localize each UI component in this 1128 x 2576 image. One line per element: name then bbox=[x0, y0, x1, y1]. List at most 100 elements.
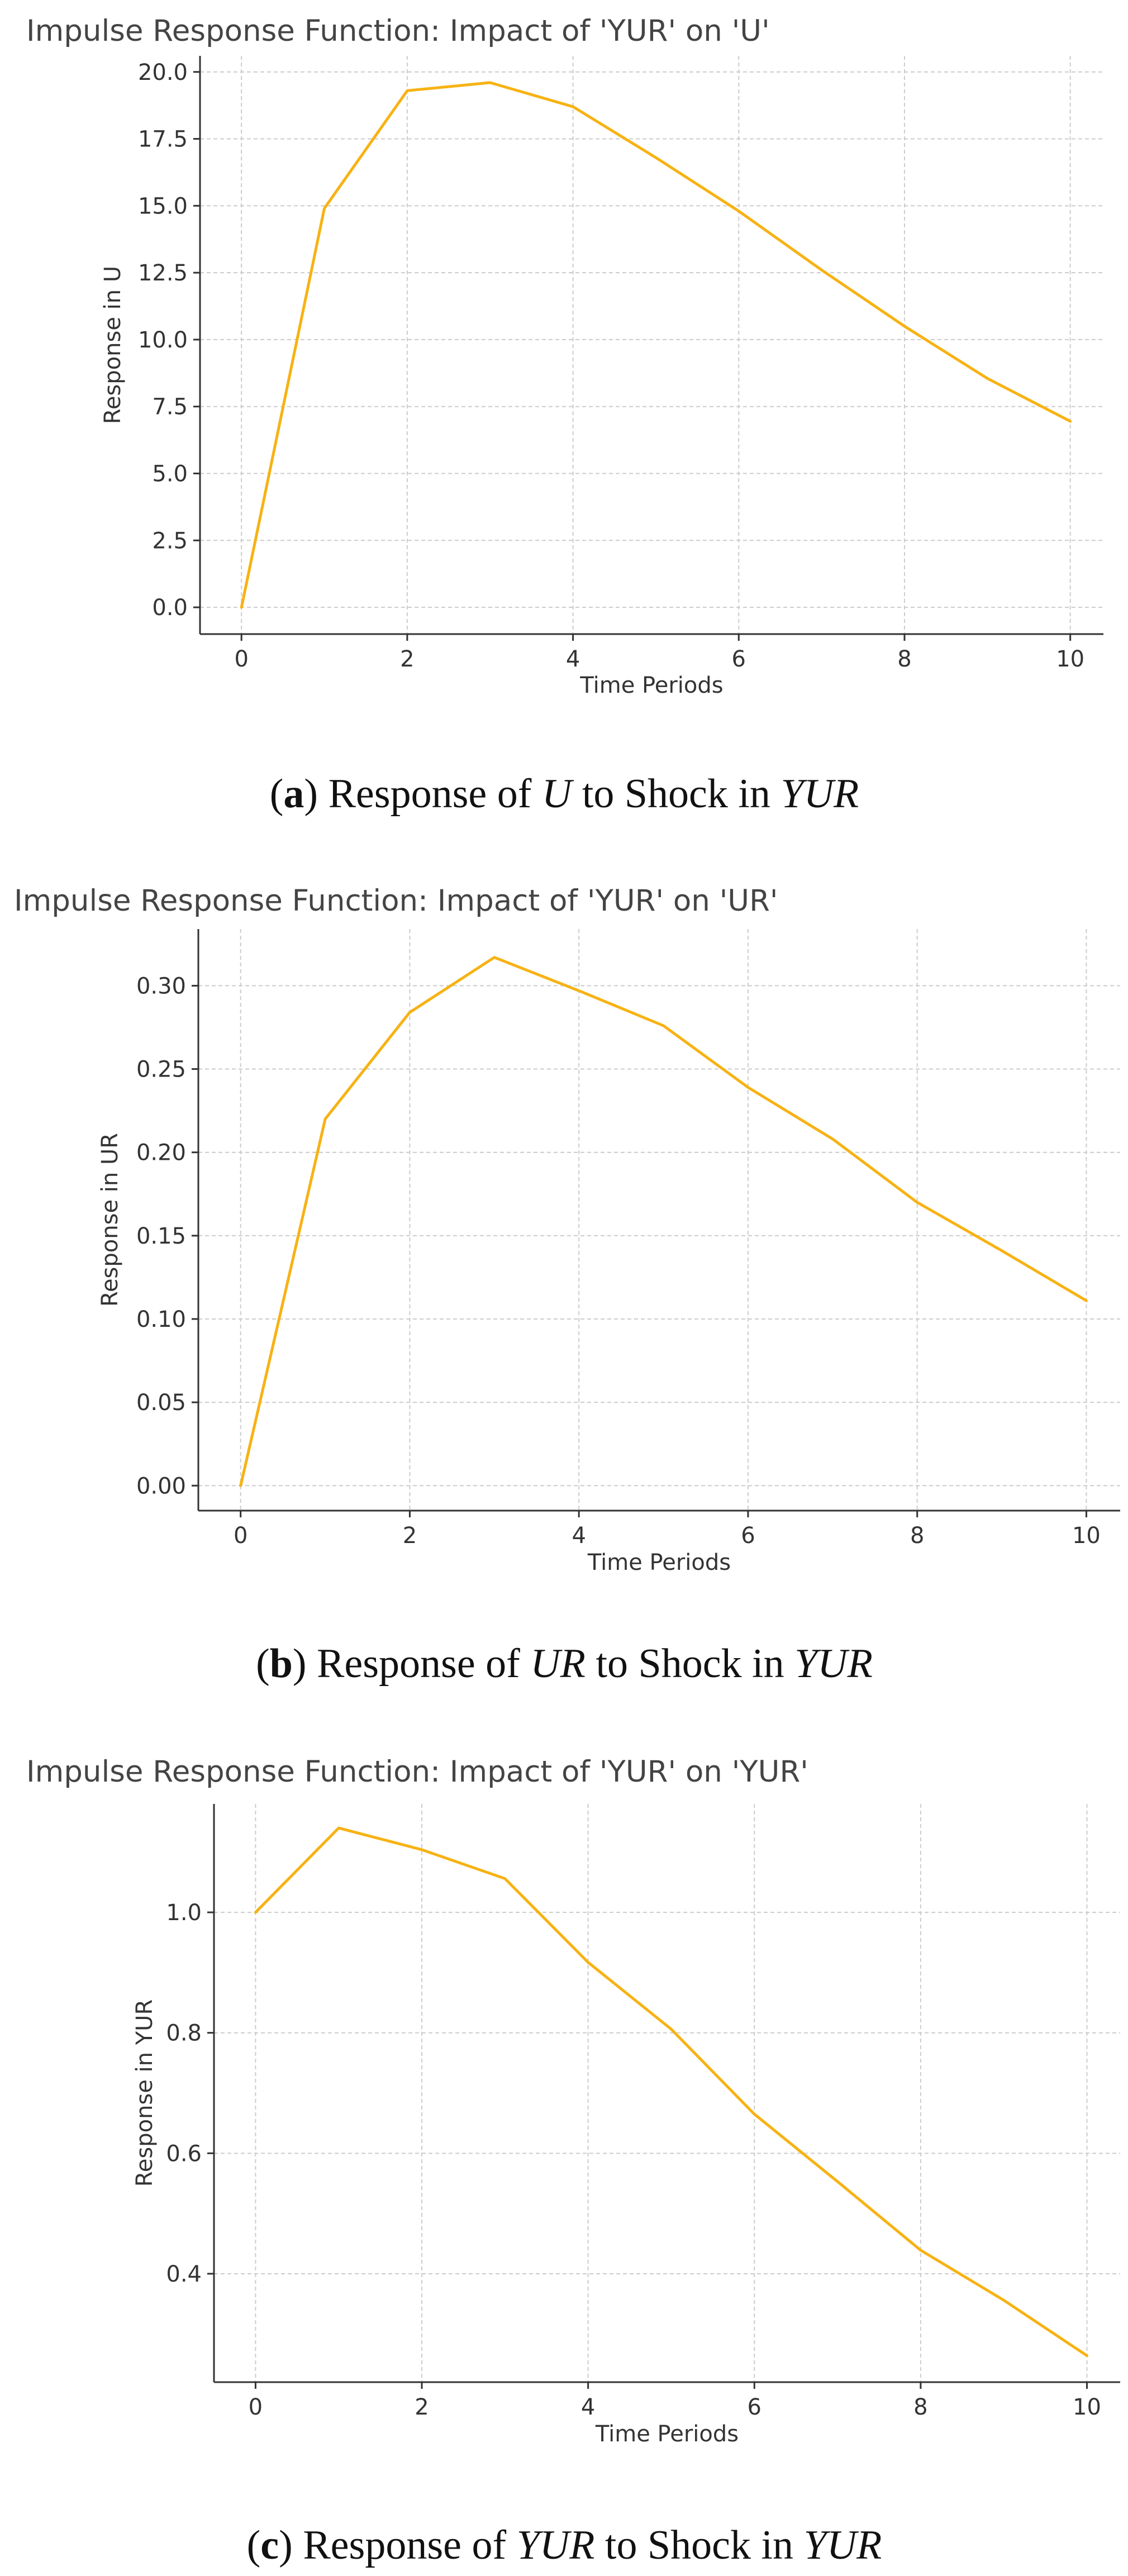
x-tick-label: 6 bbox=[748, 2394, 761, 2420]
data-point bbox=[1084, 1299, 1088, 1302]
chart-panel-c: Impulse Response Function: Impact of 'YU… bbox=[0, 1721, 1128, 2576]
data-point bbox=[406, 89, 409, 92]
y-tick-label: 0.4 bbox=[166, 2261, 202, 2287]
irf-chart-yur: Impulse Response Function: Impact of 'YU… bbox=[26, 1755, 1120, 2568]
y-tick-label: 0.25 bbox=[136, 1057, 186, 1083]
caption-prefix: Response of bbox=[303, 2522, 516, 2568]
y-tick-label: 0.15 bbox=[136, 1223, 186, 1249]
x-tick-label: 8 bbox=[913, 2394, 927, 2420]
x-tick-label: 4 bbox=[566, 646, 580, 672]
caption-middle: to Shock in bbox=[572, 771, 780, 817]
x-tick-label: 0 bbox=[249, 2394, 263, 2420]
y-tick-label: 0.0 bbox=[152, 595, 188, 621]
x-tick-label: 6 bbox=[732, 646, 746, 672]
chart-title: Impulse Response Function: Impact of 'YU… bbox=[26, 14, 770, 48]
y-tick-label: 0.8 bbox=[166, 2021, 202, 2046]
caption-letter: b bbox=[270, 1641, 293, 1687]
data-point bbox=[737, 209, 740, 213]
data-point bbox=[820, 268, 824, 272]
x-tick-label: 6 bbox=[741, 1523, 755, 1549]
data-point bbox=[1069, 420, 1072, 423]
caption-var-shock: YUR bbox=[780, 771, 859, 817]
caption-middle: to Shock in bbox=[586, 1641, 794, 1687]
series-line bbox=[240, 81, 1072, 609]
y-tick-label: 20.0 bbox=[138, 60, 188, 85]
caption-var-response: YUR bbox=[517, 2522, 595, 2568]
data-point bbox=[1002, 2298, 1006, 2302]
x-tick-label: 2 bbox=[403, 1523, 417, 1549]
y-tick-label: 0.10 bbox=[136, 1307, 186, 1332]
data-point bbox=[420, 1848, 423, 1851]
caption-letter: c bbox=[260, 2522, 279, 2568]
irf-chart-ur: Impulse Response Function: Impact of 'YU… bbox=[14, 884, 1120, 1687]
y-tick-label: 17.5 bbox=[138, 127, 188, 153]
caption-prefix: Response of bbox=[317, 1641, 530, 1687]
x-axis-label: Time Periods bbox=[595, 2421, 739, 2447]
y-tick-label: 5.0 bbox=[152, 461, 188, 487]
y-axis-label: Response in UR bbox=[97, 1133, 123, 1307]
x-tick-label: 8 bbox=[910, 1523, 924, 1549]
data-point bbox=[746, 1085, 750, 1089]
y-tick-label: 0.6 bbox=[166, 2141, 202, 2166]
figure-caption: (b) Response of UR to Shock in YUR bbox=[256, 1641, 873, 1687]
series-line bbox=[239, 956, 1088, 1487]
x-tick-label: 0 bbox=[234, 1523, 248, 1549]
series-line bbox=[254, 1826, 1088, 2358]
data-point bbox=[493, 956, 496, 959]
data-point bbox=[239, 1484, 242, 1487]
data-point bbox=[903, 325, 906, 328]
data-point bbox=[503, 1877, 507, 1880]
data-point bbox=[240, 606, 243, 609]
x-tick-label: 8 bbox=[897, 646, 911, 672]
data-point bbox=[254, 1911, 257, 1914]
caption-middle: to Shock in bbox=[594, 2522, 803, 2568]
y-tick-label: 7.5 bbox=[152, 394, 188, 420]
data-point bbox=[836, 2180, 839, 2183]
chart-title: Impulse Response Function: Impact of 'YU… bbox=[14, 884, 778, 918]
data-point bbox=[1085, 2354, 1088, 2358]
x-tick-label: 10 bbox=[1073, 2394, 1101, 2420]
caption-var-response: U bbox=[542, 771, 574, 817]
data-point bbox=[587, 1961, 590, 1964]
caption-var-shock: YUR bbox=[804, 2522, 882, 2568]
x-axis-label: Time Periods bbox=[587, 1550, 731, 1575]
figure-caption: (a) Response of U to Shock in YUR bbox=[270, 771, 859, 817]
x-tick-label: 4 bbox=[572, 1523, 586, 1549]
y-axis-label: Response in YUR bbox=[132, 1999, 158, 2187]
caption-var-response: UR bbox=[530, 1641, 586, 1687]
data-point bbox=[488, 81, 492, 84]
caption-var-shock: YUR bbox=[794, 1641, 873, 1687]
data-point bbox=[916, 1201, 919, 1204]
data-point bbox=[1000, 1249, 1003, 1253]
data-point bbox=[323, 207, 326, 210]
data-point bbox=[408, 1011, 411, 1014]
y-tick-label: 1.0 bbox=[166, 1900, 202, 1926]
data-point bbox=[986, 377, 989, 380]
y-axis-label: Response in U bbox=[100, 266, 126, 424]
data-point bbox=[919, 2249, 922, 2252]
y-tick-label: 0.30 bbox=[136, 973, 186, 999]
x-tick-label: 10 bbox=[1072, 1523, 1101, 1549]
caption-letter: a bbox=[283, 771, 304, 817]
y-tick-label: 15.0 bbox=[138, 193, 188, 219]
chart-title: Impulse Response Function: Impact of 'YU… bbox=[26, 1755, 808, 1789]
data-point bbox=[323, 1117, 327, 1121]
x-tick-label: 2 bbox=[415, 2394, 429, 2420]
x-tick-label: 2 bbox=[400, 646, 414, 672]
chart-panel-b: Impulse Response Function: Impact of 'YU… bbox=[0, 860, 1128, 1721]
x-tick-label: 10 bbox=[1056, 646, 1084, 672]
y-tick-label: 12.5 bbox=[138, 260, 188, 286]
y-tick-label: 10.0 bbox=[138, 327, 188, 353]
figure-caption: (c) Response of YUR to Shock in YUR bbox=[247, 2522, 882, 2568]
data-point bbox=[669, 2027, 673, 2031]
y-tick-label: 0.20 bbox=[136, 1140, 186, 1166]
y-tick-label: 0.05 bbox=[136, 1390, 186, 1416]
data-point bbox=[337, 1826, 340, 1830]
data-point bbox=[753, 2112, 756, 2116]
data-point bbox=[577, 989, 580, 992]
x-tick-label: 0 bbox=[234, 646, 248, 672]
data-point bbox=[572, 105, 575, 108]
data-point bbox=[654, 156, 658, 159]
y-tick-label: 0.00 bbox=[136, 1473, 186, 1499]
caption-prefix: Response of bbox=[329, 771, 542, 817]
